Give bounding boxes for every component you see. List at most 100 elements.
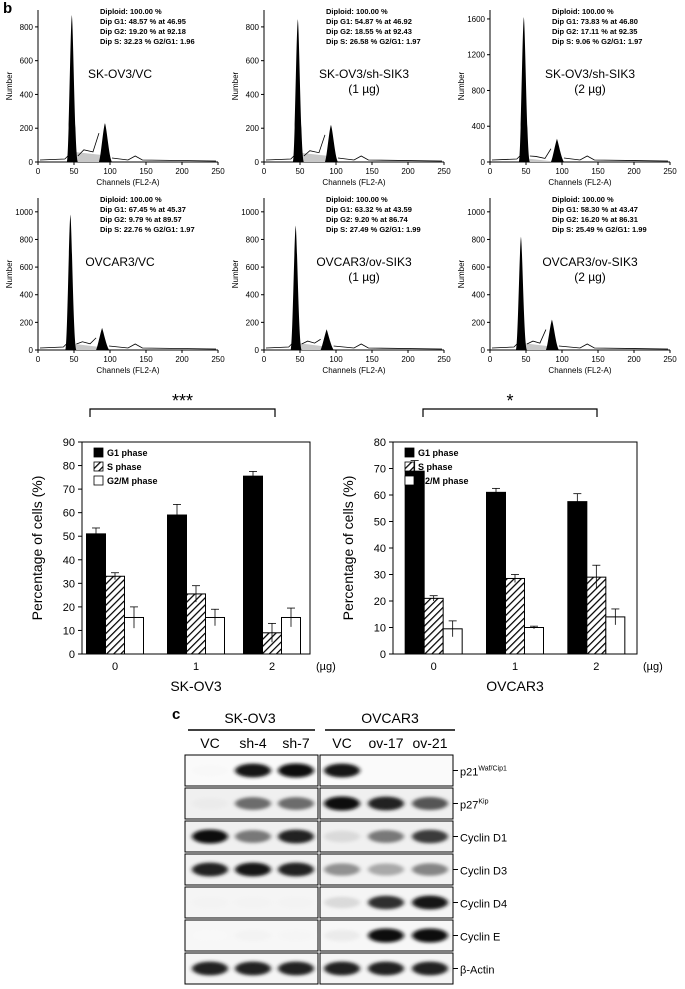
blot-band <box>235 797 271 810</box>
blot-lane-label: sh-4 <box>239 735 266 751</box>
blot-band <box>235 763 271 778</box>
histogram-panel: 0 200 400 600 800 0 50 100 150 200 250 Channels (FL… <box>5 7 225 187</box>
histogram-x-tick-label: 0 <box>488 355 493 364</box>
legend-label: G1 phase <box>418 448 459 458</box>
blot-band <box>324 830 360 843</box>
western-blot-panel: SK-OV3 OVCAR3 VC sh-4 sh-7 VC ov-17 ov-21 p21Waf… <box>184 710 507 985</box>
histogram-y-tick-label: 200 <box>20 124 34 133</box>
bar-y-label: Percentage of cells (%) <box>340 476 356 621</box>
histogram-x-tick-label: 150 <box>139 167 153 176</box>
bar-y-tick-label: 90 <box>63 437 75 449</box>
blot-band <box>368 796 404 811</box>
histogram-sample-label: SK-OV3/sh-SIK3 <box>545 67 635 81</box>
histogram-y-tick-label: 800 <box>20 235 34 244</box>
blot-lane-label: ov-17 <box>368 735 403 751</box>
bar-y-tick-label: 60 <box>63 508 75 520</box>
legend-swatch <box>404 475 415 486</box>
histogram-y-tick-label: 400 <box>472 122 486 131</box>
s-phase-fill <box>72 343 99 350</box>
blot-row: Cyclin E <box>184 919 500 952</box>
bar <box>524 627 544 655</box>
bar-y-label: Percentage of cells (%) <box>29 476 45 621</box>
histogram-y-tick-label: 600 <box>246 263 260 272</box>
bar-y-tick-label: 60 <box>374 490 386 502</box>
blot-group-label-skov3: SK-OV3 <box>224 710 276 726</box>
histogram-sample-label: (1 µg) <box>348 82 380 96</box>
histogram-y-tick-label: 600 <box>246 57 260 66</box>
flow-cytometry-histograms: 0 200 400 600 800 0 50 100 150 200 250 Channels (FL… <box>5 7 677 375</box>
histogram-x-tick-label: 250 <box>437 167 451 176</box>
blot-band <box>324 929 360 942</box>
legend-swatch <box>93 461 104 472</box>
histogram-panel: 0 400 800 1200 1600 0 50 100 150 200 250 Channels (… <box>457 7 677 187</box>
blot-row: Cyclin D4 <box>184 886 507 919</box>
blot-band <box>324 896 360 909</box>
blot-protein-name: p21 <box>460 767 478 779</box>
blot-protein-name: p27 <box>460 800 478 812</box>
bar <box>86 533 106 655</box>
histogram-stat-line: Dip G1: 54.87 % at 46.92 <box>326 17 412 26</box>
g1-peak <box>66 15 78 163</box>
g2-peak <box>98 123 112 162</box>
histogram-x-tick-label: 50 <box>522 167 531 176</box>
blot-protein-label: Cyclin D1 <box>460 833 507 845</box>
blot-protein-label: p27Kip <box>460 799 489 812</box>
histogram-y-label: Number <box>5 259 14 288</box>
blot-band <box>412 895 448 910</box>
blot-band <box>324 763 360 778</box>
bar-y-tick-label: 40 <box>63 555 75 567</box>
bar <box>486 491 506 655</box>
histogram-y-tick-label: 800 <box>472 86 486 95</box>
histogram-sample-label: OVCAR3/ov-SIK3 <box>316 255 412 269</box>
bar-category-label: 2 <box>269 661 275 673</box>
bar-y-tick-label: 0 <box>380 649 386 661</box>
g1-peak <box>292 19 304 162</box>
histogram-x-tick-label: 150 <box>591 355 605 364</box>
histogram-panel: 0 200 400 600 800 1000 0 50 100 150 200 250 Channels… <box>5 195 225 375</box>
histogram-y-label: Number <box>457 259 466 288</box>
histogram-y-tick-label: 400 <box>472 291 486 300</box>
blot-band <box>412 961 448 976</box>
histogram-y-tick-label: 800 <box>246 235 260 244</box>
histogram-sample-label: (2 µg) <box>574 82 606 96</box>
g2-peak <box>324 124 338 162</box>
g2-peak <box>550 138 564 162</box>
bar-y-tick-label: 80 <box>63 461 75 473</box>
histogram-trace <box>491 329 669 350</box>
histogram-y-tick-label: 0 <box>29 346 34 355</box>
legend-swatch <box>404 461 415 472</box>
bar-x-label: SK-OV3 <box>170 678 222 694</box>
histogram-x-tick-label: 250 <box>211 355 225 364</box>
histogram-x-tick-label: 150 <box>591 167 605 176</box>
blot-lane-label: sh-7 <box>282 735 309 751</box>
bar-y-tick-label: 70 <box>63 484 75 496</box>
blot-row: β-Actin <box>184 952 494 985</box>
histogram-x-tick-label: 250 <box>663 167 677 176</box>
bar-y-tick-label: 30 <box>374 570 386 582</box>
blot-band <box>192 929 228 942</box>
blot-protein-label: p21Waf/Cip1 <box>460 766 507 779</box>
bar-y-tick-label: 20 <box>374 596 386 608</box>
histogram-x-tick-label: 250 <box>211 167 225 176</box>
blot-group-label-ovcar3: OVCAR3 <box>361 710 419 726</box>
bar-category-label: 2 <box>593 661 599 673</box>
bar-unit-label: (µg) <box>316 661 336 673</box>
blot-band <box>278 829 314 844</box>
blot-protein-name: Cyclin D1 <box>460 833 507 845</box>
histogram-x-tick-label: 200 <box>627 167 641 176</box>
histogram-x-tick-label: 200 <box>175 167 189 176</box>
histogram-trace <box>491 148 669 162</box>
blot-protein-label: Cyclin D4 <box>460 899 507 911</box>
histogram-y-tick-label: 400 <box>20 90 34 99</box>
histogram-x-tick-label: 50 <box>296 355 305 364</box>
blot-band <box>235 862 271 877</box>
blot-band <box>368 830 404 843</box>
histogram-stat-line: Dip S: 9.06 % G2/G1: 1.97 <box>552 37 642 46</box>
blot-band <box>324 961 360 976</box>
blot-protein-label: Cyclin E <box>460 932 500 944</box>
bar-category-label: 1 <box>193 661 199 673</box>
significance-bracket <box>89 408 276 417</box>
blot-band <box>412 829 448 844</box>
